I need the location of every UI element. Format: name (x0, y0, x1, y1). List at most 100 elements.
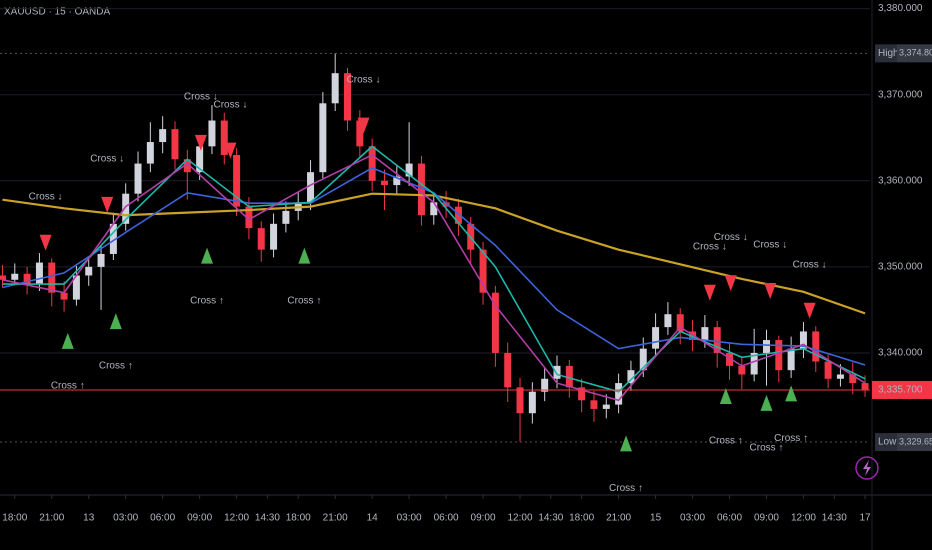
candle-body (775, 340, 783, 371)
candle-body (134, 163, 142, 194)
signal-label: Cross ↑ (750, 443, 784, 454)
signal-marker (201, 247, 214, 264)
signal-marker (620, 435, 633, 452)
x-tick-label: 06:00 (434, 513, 459, 524)
signal-label: Cross ↓ (90, 154, 124, 165)
signal-label: Cross ↓ (213, 99, 247, 110)
candle-body (344, 73, 352, 121)
candle-body (479, 249, 487, 293)
signal-label: Cross ↓ (693, 241, 727, 252)
candle-body (35, 262, 43, 285)
y-tick-label: 3,360.000 (878, 175, 923, 186)
candle-body (565, 365, 573, 388)
extreme-name-box (875, 44, 897, 63)
x-tick-label: 21:00 (606, 513, 631, 524)
signal-marker (224, 142, 237, 159)
x-tick-label: 03:00 (397, 513, 422, 524)
candle-body (639, 348, 647, 371)
moving-average (2, 192, 866, 315)
signal-marker (764, 282, 777, 299)
candle-body (319, 103, 327, 173)
candle-body (528, 391, 536, 414)
signal-label: Cross ↑ (709, 436, 743, 447)
x-tick-label: 13 (83, 513, 95, 524)
candle-body (652, 327, 660, 349)
candle-body (196, 146, 204, 173)
candle-body (750, 352, 758, 375)
extreme-name-box (875, 433, 897, 452)
extreme-name: Low (878, 437, 897, 448)
x-tick-label: 09:00 (187, 513, 212, 524)
x-tick-label: 06:00 (150, 513, 175, 524)
candle-body (824, 361, 832, 379)
candle-body (516, 387, 524, 414)
candle-body (615, 383, 623, 405)
candle-body (762, 340, 770, 353)
candle-body (430, 202, 438, 216)
signal-label: Cross ↓ (347, 74, 381, 85)
moving-average (2, 145, 866, 393)
candle-body (307, 172, 315, 203)
candle-body (233, 154, 241, 207)
candle-body (812, 331, 820, 362)
x-tick-label: 18:00 (286, 513, 311, 524)
lightning-icon[interactable] (855, 456, 879, 480)
signal-label: Cross ↑ (99, 361, 133, 372)
signal-marker (39, 234, 52, 251)
candle-body (257, 228, 265, 250)
moving-average (2, 154, 866, 402)
candle-body (122, 193, 130, 224)
candle-body (590, 400, 598, 409)
candle-body (393, 176, 401, 186)
candle-body (836, 374, 844, 379)
x-tick-label: 21:00 (323, 513, 348, 524)
extreme-value-box (897, 44, 932, 63)
last-price-label: 3,335.700 (878, 385, 923, 396)
signal-label: Cross ↓ (793, 259, 827, 270)
x-tick-label: 14:30 (255, 513, 280, 524)
candle-body (97, 253, 105, 267)
icon-bolt (863, 460, 871, 476)
x-tick-label: 14:30 (538, 513, 563, 524)
candle-body (799, 331, 807, 349)
extreme-name: High (878, 48, 899, 59)
candle-body (787, 348, 795, 371)
x-tick-label: 03:00 (113, 513, 138, 524)
candle-body (159, 129, 167, 143)
candle-body (245, 206, 253, 229)
signal-marker (719, 388, 732, 404)
candle-body (331, 73, 339, 104)
candle-body (60, 292, 68, 300)
candle-body (504, 352, 512, 388)
extreme-value-box (897, 433, 932, 452)
signal-label: Cross ↓ (29, 191, 63, 202)
candle-body (270, 223, 278, 250)
x-tick-label: 09:00 (754, 513, 779, 524)
candle-body (454, 206, 462, 224)
candle-body (23, 273, 31, 285)
signal-marker (194, 134, 207, 151)
x-tick-label: 03:00 (680, 513, 705, 524)
extreme-value: 3,329.650 (899, 436, 932, 446)
candle-body (738, 365, 746, 375)
x-tick-label: 12:00 (508, 513, 533, 524)
signal-marker (61, 332, 74, 349)
x-tick-label: 18:00 (2, 513, 27, 524)
candle-body (861, 383, 869, 390)
candle-body (0, 275, 6, 280)
signal-label: Cross ↑ (51, 381, 85, 392)
signal-label: Cross ↑ (609, 483, 643, 494)
candle-body (208, 120, 216, 147)
last-price-box (872, 380, 932, 399)
candle-body (713, 327, 721, 353)
x-tick-label: 14:30 (822, 513, 847, 524)
candle-body (85, 266, 93, 276)
candle-body (627, 370, 635, 384)
candle-body (541, 378, 549, 392)
x-tick-label: 09:00 (471, 513, 496, 524)
candle-body (220, 120, 228, 155)
signal-label: Cross ↓ (753, 240, 787, 251)
candle-body (602, 404, 610, 409)
candle-body (664, 314, 672, 328)
x-tick-label: 12:00 (791, 513, 816, 524)
